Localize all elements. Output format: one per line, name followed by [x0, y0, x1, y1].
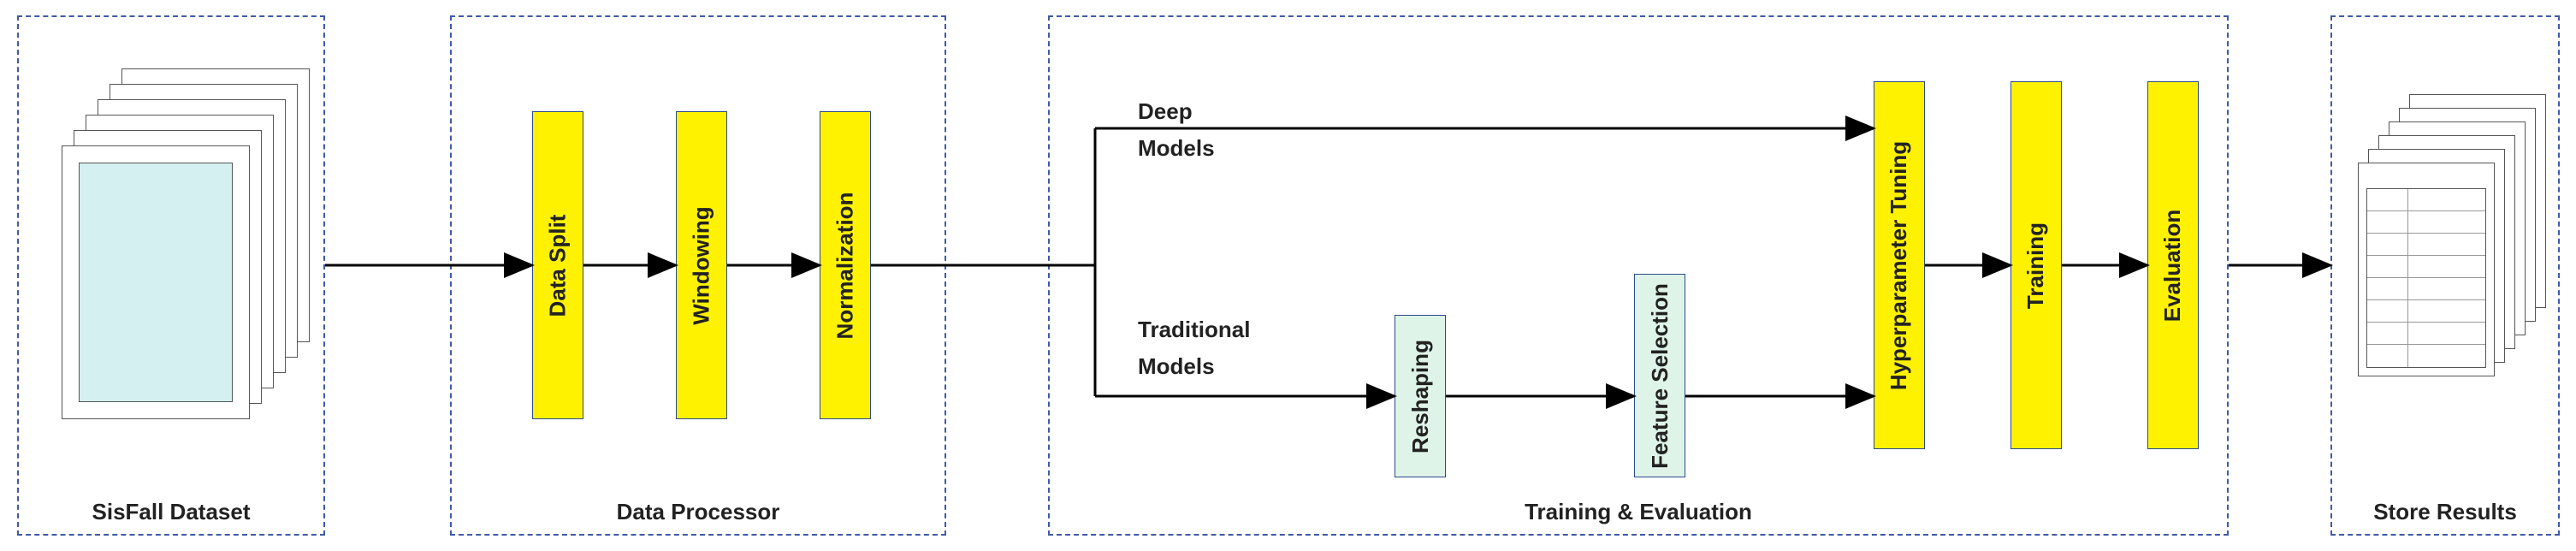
block-feature-selection: Feature Selection: [1634, 274, 1685, 477]
block-label: Training: [2023, 222, 2050, 308]
block-data-split: Data Split: [532, 111, 583, 419]
block-label: Data Split: [545, 214, 571, 317]
block-label: Normalization: [832, 192, 859, 339]
results-table-front: [2366, 188, 2486, 368]
block-reshaping: Reshaping: [1395, 315, 1446, 477]
block-label: Feature Selection: [1647, 283, 1673, 469]
panel-title-results: Store Results: [2373, 499, 2517, 525]
panel-title-processor: Data Processor: [617, 499, 780, 525]
label-traditional-line2: Models: [1138, 353, 1215, 380]
block-label: Evaluation: [2160, 209, 2187, 321]
block-normalization: Normalization: [820, 111, 871, 419]
block-hyperparameter-tuning: Hyperparameter Tuning: [1874, 81, 1925, 449]
label-deep-line2: Models: [1138, 135, 1215, 162]
block-training: Training: [2010, 81, 2062, 449]
panel-sisfall-dataset: SisFall Dataset: [17, 15, 325, 536]
block-label: Reshaping: [1407, 340, 1434, 453]
panel-store-results: Store Results: [2330, 15, 2560, 536]
block-evaluation: Evaluation: [2147, 81, 2199, 449]
panel-title-dataset: SisFall Dataset: [92, 499, 251, 525]
label-deep-line1: Deep: [1138, 98, 1193, 125]
dataset-page-front: [79, 163, 233, 402]
block-label: Hyperparameter Tuning: [1886, 140, 1913, 389]
panel-title-training: Training & Evaluation: [1525, 499, 1752, 525]
block-windowing: Windowing: [676, 111, 727, 419]
block-label: Windowing: [689, 206, 715, 324]
label-traditional-line1: Traditional: [1138, 317, 1250, 343]
